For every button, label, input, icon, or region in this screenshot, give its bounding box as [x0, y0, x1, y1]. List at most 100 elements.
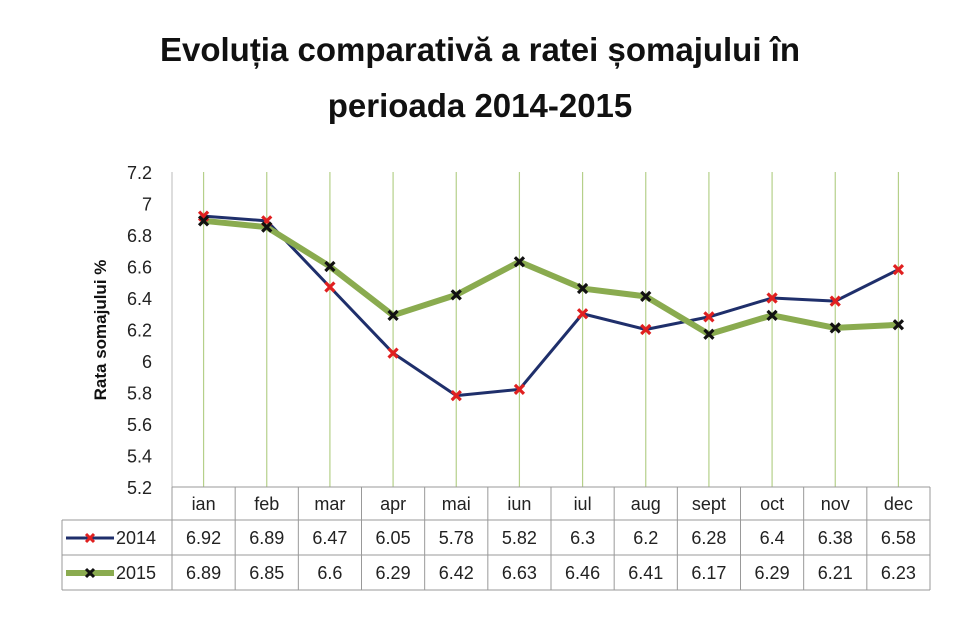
title-line-1: Evoluția comparativă a ratei șomajului î… — [159, 31, 801, 68]
data-point-2015 — [640, 290, 652, 303]
data-label: 6.23 — [881, 563, 916, 583]
y-tick-label: 6.2 — [127, 321, 152, 341]
data-label: 6.47 — [312, 528, 347, 548]
data-point-2015 — [892, 319, 905, 331]
legend-marker — [84, 567, 96, 579]
data-label: 6.38 — [818, 528, 853, 548]
data-point-2014 — [576, 308, 589, 320]
data-point-2015 — [450, 289, 462, 301]
data-label: 6.21 — [818, 563, 853, 583]
legend-label: 2015 — [116, 563, 156, 583]
x-tick-label: iul — [574, 494, 592, 514]
data-point-2014 — [766, 292, 778, 304]
data-label: 6.6 — [317, 563, 342, 583]
data-point-2014 — [513, 383, 526, 395]
data-label: 6.29 — [376, 563, 411, 583]
data-label: 6.3 — [570, 528, 595, 548]
x-marker — [513, 256, 526, 268]
data-point-2015 — [387, 309, 399, 321]
data-point-2014 — [324, 281, 336, 293]
data-label: 6.89 — [186, 563, 221, 583]
data-point-2015 — [513, 256, 526, 268]
x-tick-label: nov — [821, 494, 850, 514]
y-tick-label: 7.2 — [127, 163, 152, 183]
y-tick-label: 5.4 — [127, 447, 152, 467]
y-tick-label: 6.6 — [127, 258, 152, 278]
data-point-2014 — [387, 347, 399, 359]
y-tick-label: 7 — [142, 195, 152, 215]
series-line-2015 — [203, 217, 899, 338]
data-point-2014 — [703, 311, 715, 323]
y-tick-label: 6 — [142, 352, 152, 372]
data-point-2015 — [576, 282, 589, 295]
x-marker — [450, 390, 462, 402]
x-marker — [829, 295, 841, 307]
x-tick-label: ian — [192, 494, 216, 514]
data-point-2015 — [766, 309, 778, 321]
data-label: 5.82 — [502, 528, 537, 548]
data-label: 6.89 — [249, 528, 284, 548]
data-label: 5.78 — [439, 528, 474, 548]
data-label: 6.63 — [502, 563, 537, 583]
y-tick-label: 5.2 — [127, 478, 152, 498]
y-tick-label: 6.4 — [127, 289, 152, 309]
data-label: 6.05 — [376, 528, 411, 548]
x-marker — [703, 328, 715, 340]
x-tick-label: sept — [692, 494, 726, 514]
x-marker — [766, 292, 778, 304]
x-marker — [829, 322, 841, 334]
x-tick-label: mai — [442, 494, 471, 514]
data-point-2014 — [640, 323, 652, 336]
y-axis-title: Rata somajului % — [91, 260, 110, 401]
data-label: 6.42 — [439, 563, 474, 583]
x-marker — [387, 347, 399, 359]
x-marker — [640, 323, 652, 336]
x-tick-label: oct — [760, 494, 784, 514]
data-label: 6.92 — [186, 528, 221, 548]
data-point-2014 — [892, 264, 905, 276]
x-marker — [261, 221, 273, 233]
x-tick-label: mar — [314, 494, 345, 514]
data-point-2015 — [829, 322, 841, 334]
x-marker — [324, 260, 336, 273]
x-marker — [387, 309, 399, 321]
legend-marker — [84, 532, 96, 544]
x-marker — [513, 383, 526, 395]
y-tick-label: 5.8 — [127, 384, 152, 404]
data-label: 6.58 — [881, 528, 916, 548]
x-marker — [324, 281, 336, 293]
x-marker — [703, 311, 715, 323]
data-label: 6.17 — [691, 563, 726, 583]
legend-label: 2014 — [116, 528, 156, 548]
x-marker — [892, 264, 905, 276]
data-label: 6.28 — [691, 528, 726, 548]
data-point-2015 — [324, 260, 336, 273]
x-marker — [892, 319, 905, 331]
data-label: 6.4 — [760, 528, 785, 548]
data-label: 6.41 — [628, 563, 663, 583]
chart-title: Evoluția comparativă a ratei șomajului î… — [0, 22, 960, 134]
x-marker — [450, 289, 462, 301]
y-tick-label: 5.6 — [127, 415, 152, 435]
data-label: 6.85 — [249, 563, 284, 583]
x-marker — [640, 290, 652, 303]
series-line-2014 — [203, 214, 900, 398]
data-label: 6.29 — [755, 563, 790, 583]
data-point-2015 — [703, 328, 715, 340]
data-point-2014 — [450, 390, 462, 402]
data-point-2014 — [829, 295, 841, 307]
y-tick-label: 6.8 — [127, 226, 152, 246]
x-tick-label: iun — [507, 494, 531, 514]
x-marker — [576, 282, 589, 295]
data-point-2015 — [197, 215, 210, 227]
x-tick-label: feb — [254, 494, 279, 514]
x-marker — [197, 215, 210, 227]
x-tick-label: apr — [380, 494, 406, 514]
x-marker — [576, 308, 589, 320]
data-point-2015 — [261, 221, 273, 233]
x-tick-label: dec — [884, 494, 913, 514]
x-tick-label: aug — [631, 494, 661, 514]
data-label: 6.2 — [633, 528, 658, 548]
